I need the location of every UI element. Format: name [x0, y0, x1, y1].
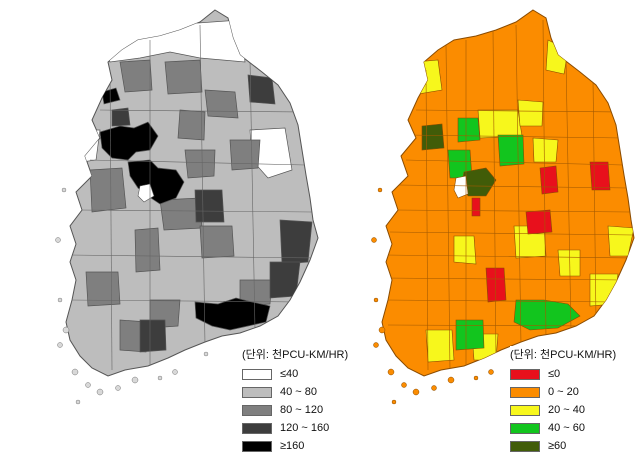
- left-legend-label-5: ≥160: [280, 440, 305, 452]
- left-islands: [55, 187, 209, 405]
- right-boundary-lines: [383, 19, 634, 371]
- left-region-g1: [119, 59, 153, 93]
- left-region-d1: [247, 74, 276, 105]
- left-legend: (단위: 천PCU-KM/HR) ≤40 40 ~ 80 80 ~ 120 12…: [242, 346, 352, 452]
- right-legend: (단위: 천PCU-KM/HR) ≤0 0 ~ 20 20 ~ 40 40 ~ …: [510, 346, 632, 452]
- right-region-r5: [471, 197, 481, 217]
- right-region-r3: [525, 209, 553, 235]
- left-legend-item-3: 80 ~ 120: [242, 404, 323, 416]
- left-legend-item-2: 40 ~ 80: [242, 386, 317, 398]
- right-region-r4: [485, 267, 507, 303]
- left-legend-swatch-5: [242, 440, 272, 452]
- right-city-white-spot: [453, 175, 469, 199]
- right-region-y7: [589, 273, 619, 307]
- right-legend-swatch-3: [510, 404, 540, 416]
- left-legend-item-4: 120 ~ 160: [242, 422, 329, 434]
- left-legend-label-2: 40 ~ 80: [280, 386, 318, 398]
- right-legend-item-5: ≥60: [510, 440, 566, 452]
- right-legend-label-3: 20 ~ 40: [548, 404, 586, 416]
- right-region-y11: [517, 99, 544, 127]
- right-choropleth-map: (단위: 천PCU-KM/HR) ≤0 0 ~ 20 20 ~ 40 40 ~ …: [318, 0, 637, 456]
- right-region-y1: [415, 59, 443, 95]
- left-region-g4: [177, 109, 206, 141]
- right-region-g4: [455, 319, 485, 351]
- left-region-g9: [85, 271, 121, 307]
- left-region-g7: [134, 227, 161, 273]
- right-region-g3: [497, 134, 525, 167]
- left-choropleth-map: (단위: 천PCU-KM/HR) ≤40 40 ~ 80 80 ~ 120 12…: [55, 9, 349, 452]
- right-region-g5: [513, 299, 581, 331]
- left-legend-swatch-1: [242, 368, 272, 380]
- right-legend-swatch-4: [510, 422, 540, 434]
- left-legend-swatch-4: [242, 422, 272, 434]
- left-region-d3: [279, 219, 313, 265]
- left-legend-item-5: ≥160: [242, 440, 304, 452]
- left-region-g8: [199, 225, 235, 259]
- left-region-b3: [127, 159, 185, 205]
- left-regions: [66, 19, 313, 353]
- right-region-y12: [545, 39, 569, 75]
- left-region-d2: [194, 189, 225, 223]
- right-islands: [371, 187, 525, 405]
- left-region-g12: [239, 279, 273, 307]
- left-region-d4: [269, 261, 301, 299]
- left-region-g5: [89, 167, 127, 213]
- left-region-b4: [194, 297, 271, 331]
- right-region-y9: [425, 329, 455, 363]
- right-region-y6: [557, 249, 581, 277]
- left-map-svg: [55, 9, 319, 405]
- right-region-y4: [453, 235, 477, 265]
- right-legend-item-3: 20 ~ 40: [510, 404, 585, 416]
- left-legend-label-3: 80 ~ 120: [280, 404, 324, 416]
- left-legend-swatch-2: [242, 386, 272, 398]
- right-legend-item-4: 40 ~ 60: [510, 422, 585, 434]
- right-legend-label-4: 40 ~ 60: [548, 422, 586, 434]
- right-legend-label-5: ≥60: [548, 440, 567, 452]
- right-region-y2: [477, 109, 523, 139]
- left-legend-label-4: 120 ~ 160: [280, 422, 330, 434]
- left-boundary-lines: [69, 24, 316, 371]
- right-legend-item-2: 0 ~ 20: [510, 386, 579, 398]
- left-region-g13: [229, 139, 261, 171]
- left-region-g3: [204, 89, 239, 119]
- left-region-g2: [164, 59, 203, 95]
- right-legend-swatch-2: [510, 386, 540, 398]
- right-legend-swatch-5: [510, 440, 540, 452]
- left-legend-swatch-3: [242, 404, 272, 416]
- right-legend-swatch-1: [510, 368, 540, 380]
- right-region-o1: [421, 123, 445, 151]
- right-map-svg: [371, 9, 635, 405]
- right-legend-title: (단위: 천PCU-KM/HR): [510, 349, 617, 361]
- right-legend-label-2: 0 ~ 20: [548, 386, 579, 398]
- left-legend-title: (단위: 천PCU-KM/HR): [242, 349, 349, 361]
- right-region-y8: [607, 225, 634, 257]
- left-legend-label-1: ≤40: [280, 368, 299, 380]
- left-region-d6: [111, 107, 131, 127]
- right-region-y3: [532, 137, 559, 163]
- left-region-d5: [139, 319, 167, 353]
- right-land-base: [381, 9, 635, 377]
- left-region-b1: [101, 87, 121, 105]
- left-region-west-white: [66, 129, 101, 166]
- right-region-r2: [589, 161, 611, 191]
- left-region-g14: [184, 149, 216, 179]
- right-region-g1: [457, 117, 481, 143]
- left-legend-item-1: ≤40: [242, 368, 298, 380]
- right-legend-label-1: ≤0: [548, 368, 561, 380]
- right-legend-item-1: ≤0: [510, 368, 560, 380]
- right-region-r1: [539, 165, 559, 195]
